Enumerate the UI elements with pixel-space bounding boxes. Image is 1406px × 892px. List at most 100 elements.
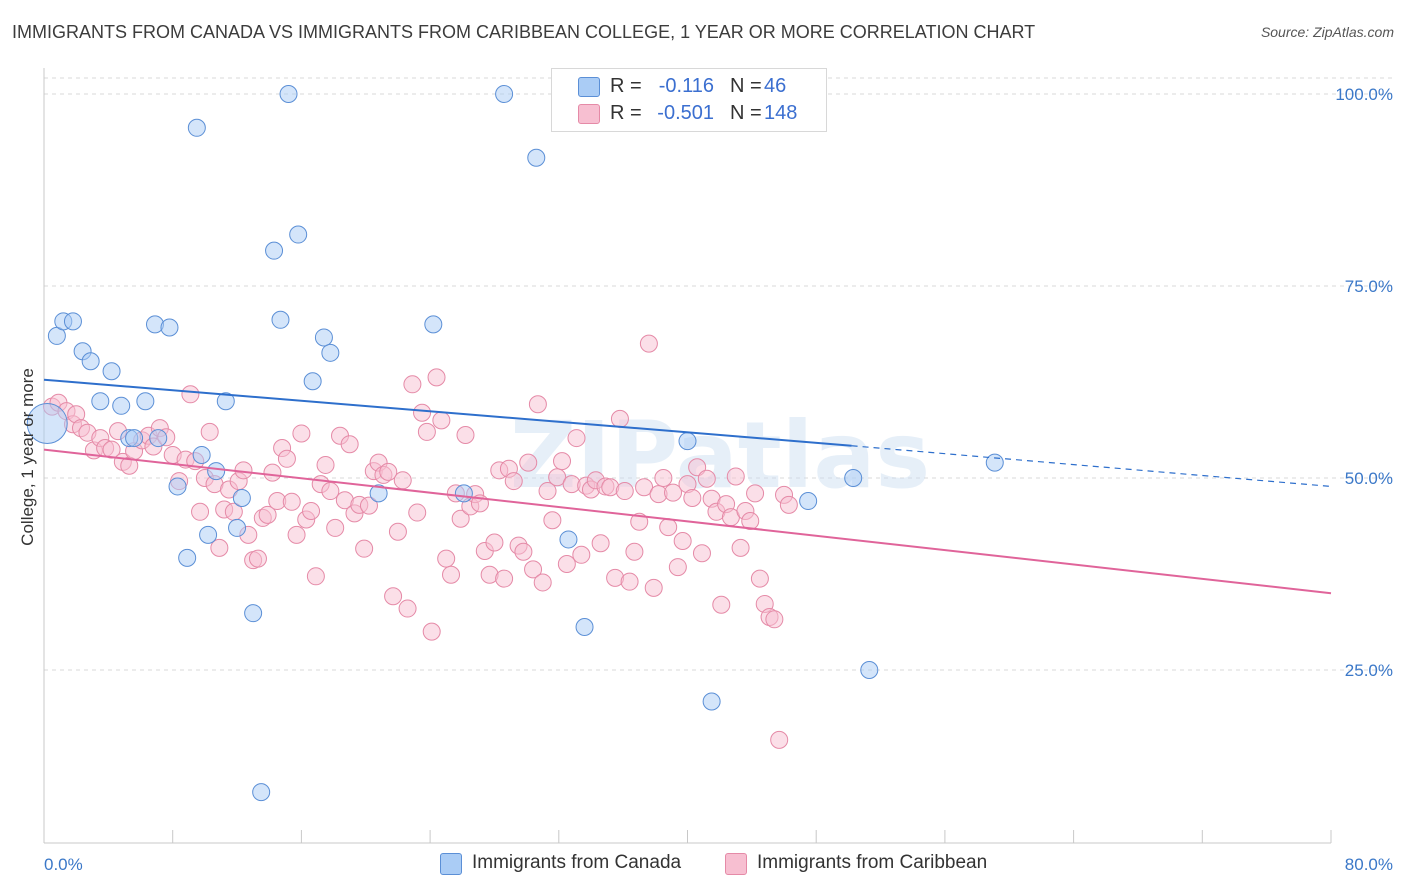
caribbean-point	[692, 544, 711, 563]
canada-point	[495, 85, 514, 103]
caribbean-point	[413, 403, 432, 422]
caribbean-point	[210, 538, 229, 557]
canada-point	[303, 372, 322, 391]
legend-swatch-canada	[440, 853, 462, 875]
canada-point	[232, 488, 251, 507]
canada-point	[63, 312, 82, 331]
canada-points	[26, 85, 1004, 802]
caribbean-point	[379, 462, 398, 481]
canada-point	[369, 484, 388, 503]
caribbean-point	[427, 368, 446, 387]
caribbean-point	[393, 471, 412, 490]
caribbean-point	[437, 549, 456, 568]
canada-point	[112, 396, 131, 415]
legend-swatch-canada	[578, 77, 600, 97]
caribbean-point	[422, 622, 441, 641]
caribbean-point	[664, 483, 683, 502]
caribbean-point	[248, 549, 267, 568]
caribbean-point	[384, 587, 403, 606]
caribbean-point	[302, 502, 321, 521]
canada-trend-extension	[851, 445, 1332, 488]
canada-point	[799, 492, 818, 511]
chart-source: Source: ZipAtlas.com	[1260, 24, 1394, 40]
canada-point	[575, 617, 594, 636]
caribbean-point	[683, 488, 702, 507]
canada-point	[702, 692, 721, 711]
caribbean-point	[355, 539, 374, 558]
caribbean-point	[567, 429, 586, 448]
tick-labels: 25.0% 50.0% 75.0% 100.0% 0.0% 80.0%	[44, 85, 1393, 874]
caribbean-point	[456, 425, 475, 444]
y-tick-label: 75.0%	[1345, 277, 1393, 296]
caribbean-point	[688, 458, 707, 477]
canada-point	[271, 310, 290, 329]
canada-point	[559, 530, 578, 549]
caribbean-point	[316, 455, 335, 474]
caribbean-point	[610, 409, 629, 428]
legend-r-label: R =	[610, 102, 642, 124]
legend-n-label: N =	[730, 75, 762, 97]
caribbean-point	[282, 492, 301, 511]
caribbean-trend-line	[43, 448, 1332, 595]
x-tick-label: 0.0%	[44, 855, 83, 874]
legend-r-value: -0.116	[658, 75, 714, 97]
series-legend: Immigrants from Canada Immigrants from C…	[0, 851, 1406, 879]
legend-label-caribbean: Immigrants from Caribbean	[757, 852, 988, 873]
trend-lines	[43, 378, 1332, 595]
caribbean-point	[200, 422, 219, 441]
caribbean-point	[779, 495, 798, 514]
canada-point	[844, 469, 863, 487]
caribbean-point	[504, 472, 523, 491]
legend-swatch-caribbean	[725, 853, 747, 875]
grid-lines	[44, 77, 1395, 671]
caribbean-point	[731, 538, 750, 557]
caribbean-point	[495, 569, 514, 588]
caribbean-point	[263, 463, 282, 482]
caribbean-point	[765, 610, 784, 629]
caribbean-point	[524, 560, 543, 579]
caribbean-point	[191, 502, 210, 521]
caribbean-point	[673, 531, 692, 550]
caribbean-point	[741, 512, 760, 531]
legend-row-caribbean: R = -0.501 N = 148	[552, 101, 826, 127]
legend-swatch-caribbean	[578, 104, 600, 124]
caribbean-point	[359, 496, 378, 515]
caribbean-point	[528, 395, 547, 414]
y-tick-label: 50.0%	[1345, 469, 1393, 488]
caribbean-point	[432, 411, 451, 430]
canada-trend-line	[43, 378, 852, 447]
caribbean-point	[408, 503, 427, 522]
canada-point	[91, 392, 110, 411]
canada-point	[149, 429, 168, 448]
caribbean-points	[43, 334, 798, 749]
canada-point	[289, 225, 308, 244]
canada-point	[216, 392, 235, 411]
canada-point	[160, 318, 179, 337]
caribbean-point	[321, 482, 340, 501]
canada-point	[125, 429, 144, 448]
caribbean-point	[258, 505, 277, 524]
canada-point	[252, 783, 271, 802]
canada-point	[26, 402, 68, 444]
caribbean-point	[403, 375, 422, 394]
canada-point	[146, 315, 165, 334]
canada-point	[136, 392, 155, 411]
x-tick-label: 80.0%	[1345, 855, 1393, 874]
caribbean-point	[668, 558, 687, 577]
legend-n-label: N =	[730, 102, 762, 124]
caribbean-point	[620, 572, 639, 591]
caribbean-point	[644, 578, 663, 597]
caribbean-point	[770, 730, 789, 749]
caribbean-point	[726, 467, 745, 486]
canada-point	[81, 352, 100, 371]
caribbean-point	[287, 525, 306, 544]
canada-point	[187, 118, 206, 137]
caribbean-point	[659, 518, 678, 537]
canada-point	[527, 148, 546, 167]
canada-point	[314, 328, 333, 347]
caribbean-point	[388, 522, 407, 541]
canada-point	[102, 362, 121, 381]
caribbean-point	[615, 482, 634, 501]
canada-point	[207, 462, 226, 481]
legend-row-canada: R = -0.116 N = 46	[552, 74, 826, 100]
